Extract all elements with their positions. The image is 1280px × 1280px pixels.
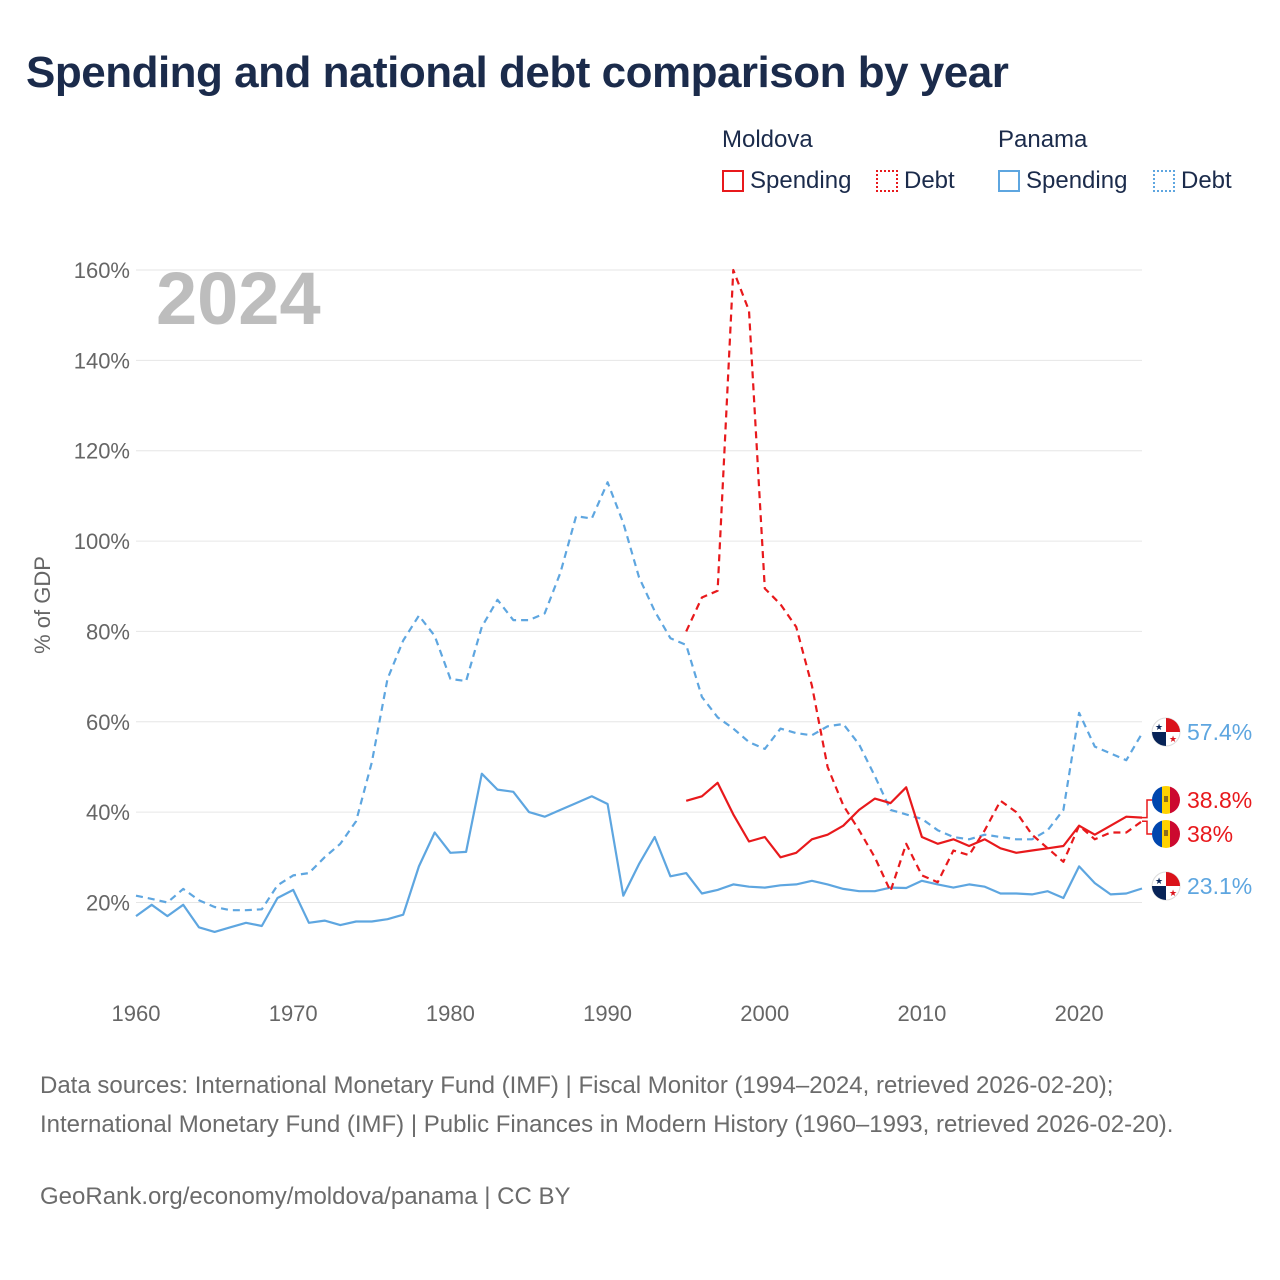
legend-label: Debt: [904, 167, 955, 194]
legend-moldova-debt[interactable]: Debt: [876, 166, 955, 196]
legend-panama-spending[interactable]: Spending: [998, 166, 1127, 196]
y-tick-label: 40%: [86, 800, 130, 825]
legend-swatch-dotted-icon: [1153, 170, 1175, 192]
x-tick-label: 1970: [269, 1001, 318, 1026]
y-tick-label: 100%: [74, 529, 130, 554]
y-tick-label: 60%: [86, 710, 130, 735]
y-axis-label: % of GDP: [30, 556, 55, 654]
series-line-moldova-debt[interactable]: [685, 268, 1143, 893]
x-tick-label: 1990: [583, 1001, 632, 1026]
chart-title: Spending and national debt comparison by…: [26, 48, 1009, 97]
y-tick-label: 160%: [74, 258, 130, 283]
panama-flag-icon: ★★: [1151, 871, 1181, 901]
end-value-label-panama-debt: 57.4%: [1187, 719, 1252, 745]
svg-text:★: ★: [1155, 876, 1163, 886]
y-tick-label: 20%: [86, 891, 130, 916]
svg-text:★: ★: [1169, 734, 1177, 744]
x-tick-label: 2010: [897, 1001, 946, 1026]
y-tick-label: 120%: [74, 439, 130, 464]
y-tick-label: 80%: [86, 619, 130, 644]
legend-label: Debt: [1181, 167, 1232, 194]
legend-country-moldova: Moldova: [722, 126, 813, 153]
legend-country-panama: Panama: [998, 126, 1088, 153]
end-value-label-moldova-debt: 38%: [1187, 821, 1233, 847]
svg-text:★: ★: [1169, 888, 1177, 898]
legend-moldova-spending[interactable]: Spending: [722, 166, 851, 196]
legend-label: Spending: [750, 167, 852, 194]
x-tick-label: 2020: [1055, 1001, 1104, 1026]
moldova-flag-icon: [1152, 786, 1180, 814]
label-connector: [1142, 820, 1152, 835]
legend-swatch-dotted-icon: [876, 170, 898, 192]
y-tick-label: 140%: [74, 348, 130, 373]
x-tick-label: 2000: [740, 1001, 789, 1026]
moldova-flag-icon: [1152, 820, 1180, 848]
footer-credit: GeoRank.org/economy/moldova/panama | CC …: [40, 1183, 571, 1210]
series-line-moldova-spending[interactable]: [685, 781, 1143, 859]
legend-panama-debt[interactable]: Debt: [1153, 166, 1232, 196]
end-value-label-panama-spending: 23.1%: [1187, 873, 1252, 899]
line-chart: 2024 20% 40% 60% 80% 100% 120% 140% 160% 1960 19…: [30, 257, 1252, 1026]
year-watermark: 2024: [156, 257, 321, 340]
legend-swatch-solid-icon: [998, 170, 1020, 192]
data-sources: Data sources: International Monetary Fun…: [40, 1072, 1174, 1138]
legend-label: Spending: [1026, 167, 1128, 194]
end-value-label-moldova-spending: 38.8%: [1187, 787, 1252, 813]
x-tick-label: 1980: [426, 1001, 475, 1026]
series-line-panama-spending[interactable]: [135, 772, 1143, 934]
svg-text:★: ★: [1155, 722, 1163, 732]
panama-flag-icon: ★★: [1151, 717, 1181, 747]
label-connector: [1142, 799, 1152, 819]
legend-swatch-solid-icon: [722, 170, 744, 192]
x-tick-label: 1960: [112, 1001, 161, 1026]
series-line-panama-debt[interactable]: [135, 481, 1143, 912]
